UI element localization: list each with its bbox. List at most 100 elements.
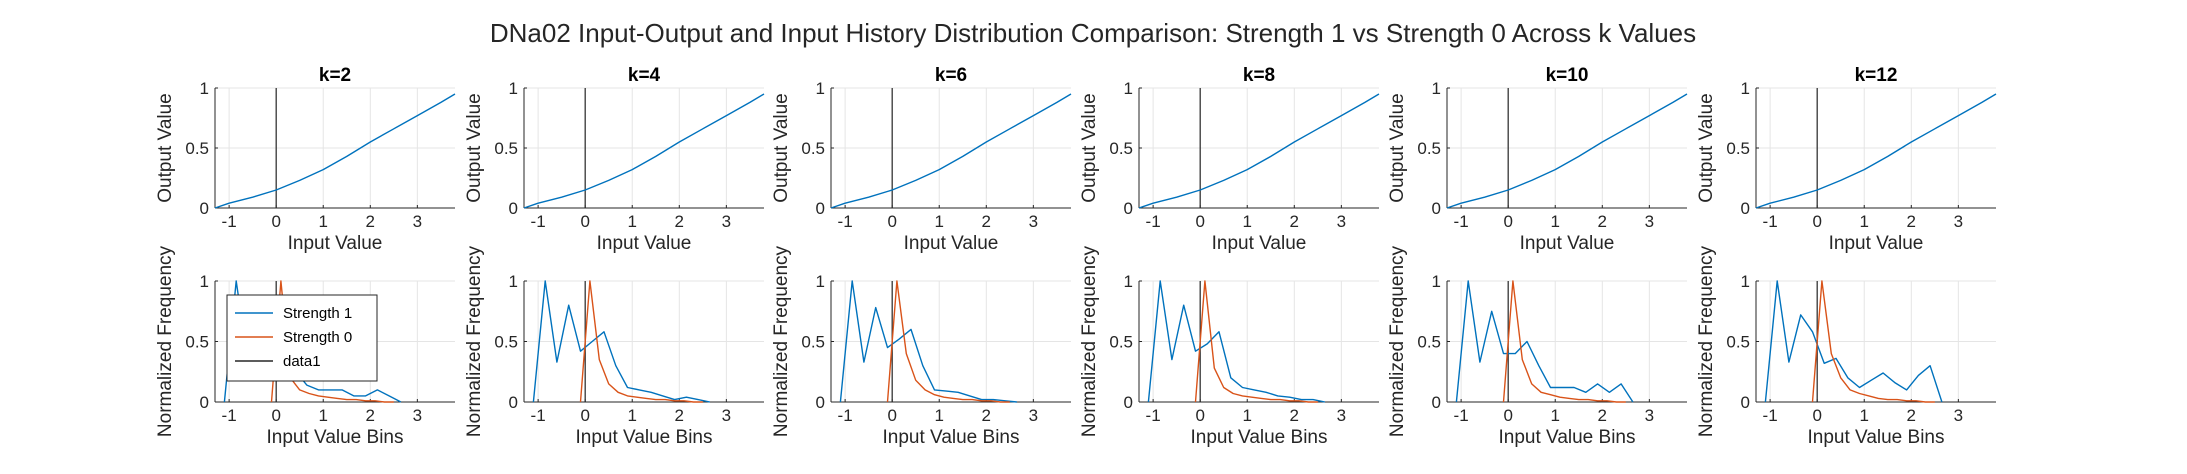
y-tick-label: 0	[816, 199, 825, 218]
x-tick-label: 0	[1812, 212, 1821, 231]
x-tick-label: 3	[1337, 406, 1346, 425]
series-line-strength-1	[1764, 280, 1943, 403]
panel-title: k=4	[628, 65, 661, 86]
x-tick-label: 3	[1954, 212, 1963, 231]
y-tick-label: 0.5	[1726, 333, 1750, 352]
x-tick-label: 1	[1243, 406, 1252, 425]
y-tick-label: 1	[1432, 79, 1441, 98]
x-tick-label: 1	[1551, 406, 1560, 425]
series-line-strength-1	[839, 280, 1017, 403]
x-axis-label: Input Value	[904, 233, 999, 254]
x-tick-label: 0	[580, 212, 589, 231]
x-tick-label: 0	[1503, 406, 1512, 425]
y-tick-label: 1	[816, 79, 825, 98]
panel-title: k=2	[319, 65, 351, 86]
x-axis-label: Input Value	[1829, 233, 1924, 254]
panel-distribution-k6: -1 0 1 2 3 0 0.5 1 Input Value Bins Normalized Fr…	[771, 245, 1071, 448]
y-axis-label: Output Value	[155, 93, 176, 203]
x-tick-label: 2	[366, 406, 375, 425]
x-tick-label: 3	[413, 212, 422, 231]
x-axis-label: Input Value Bins	[267, 427, 404, 448]
x-tick-label: 2	[1290, 212, 1299, 231]
y-tick-label: 0.5	[1109, 333, 1133, 352]
series-line-strength-0	[1194, 280, 1318, 403]
panel-distribution-k2: -1 0 1 2 3 0 0.5 1 Input Value Bins Normalized Fr…	[155, 245, 455, 448]
y-tick-label: 0	[816, 393, 825, 412]
panel-input-output-k4: -1 0 1 2 3 0 0.5 1 Input Value Output Value k=4	[464, 65, 765, 254]
x-tick-label: 2	[982, 406, 991, 425]
x-tick-label: -1	[838, 406, 853, 425]
x-tick-label: 3	[1954, 406, 1963, 425]
x-tick-label: 3	[1645, 406, 1654, 425]
x-tick-label: 1	[1860, 406, 1869, 425]
x-axis-label: Input Value Bins	[883, 427, 1020, 448]
series-line-strength-0	[1502, 280, 1626, 403]
legend-entry: data1	[283, 353, 321, 370]
x-tick-label: -1	[1454, 406, 1469, 425]
y-axis-label: Normalized Frequency	[464, 245, 485, 437]
y-axis-label: Normalized Frequency	[1387, 245, 1408, 437]
y-axis-label: Output Value	[771, 93, 792, 203]
x-tick-label: -1	[1454, 212, 1469, 231]
x-tick-label: 0	[1812, 406, 1821, 425]
x-tick-label: 2	[982, 212, 991, 231]
series-line-strength-1	[1455, 280, 1634, 403]
x-tick-label: 3	[1029, 212, 1038, 231]
x-tick-label: 1	[1551, 212, 1560, 231]
y-tick-label: 0.5	[801, 333, 825, 352]
x-tick-label: 2	[1598, 212, 1607, 231]
legend-entry: Strength 1	[283, 305, 352, 322]
series-line-strength-1	[1147, 280, 1326, 403]
y-tick-label: 0	[1741, 199, 1750, 218]
x-tick-label: 2	[675, 406, 684, 425]
x-tick-label: 1	[1243, 212, 1252, 231]
y-axis-label: Normalized Frequency	[1696, 245, 1717, 437]
x-tick-label: 2	[1290, 406, 1299, 425]
x-tick-label: 1	[628, 406, 637, 425]
y-tick-label: 0	[1124, 199, 1133, 218]
x-tick-label: 1	[1860, 212, 1869, 231]
x-tick-label: 0	[271, 212, 280, 231]
x-axis-label: Input Value	[288, 233, 383, 254]
y-axis-label: Output Value	[1079, 93, 1100, 203]
x-tick-label: -1	[1763, 212, 1778, 231]
y-axis-label: Output Value	[464, 93, 485, 203]
panel-input-output-k10: -1 0 1 2 3 0 0.5 1 Input Value Output Value k=10	[1387, 65, 1688, 254]
x-tick-label: -1	[531, 406, 546, 425]
y-tick-label: 1	[1124, 79, 1133, 98]
y-tick-label: 0	[1124, 393, 1133, 412]
y-tick-label: 0	[509, 199, 518, 218]
y-axis-label: Output Value	[1696, 93, 1717, 203]
x-tick-label: -1	[222, 212, 237, 231]
panel-distribution-k12: -1 0 1 2 3 0 0.5 1 Input Value Bins Normalized Fr…	[1696, 245, 1996, 448]
x-axis-label: Input Value	[597, 233, 692, 254]
series-line-strength-0	[886, 280, 1010, 403]
x-tick-label: 0	[1195, 212, 1204, 231]
x-tick-label: -1	[1763, 406, 1778, 425]
x-tick-label: 2	[1598, 406, 1607, 425]
y-tick-label: 1	[816, 272, 825, 291]
figure-title: DNa02 Input-Output and Input History Dis…	[490, 18, 1696, 48]
x-tick-label: 0	[887, 212, 896, 231]
x-axis-label: Input Value	[1520, 233, 1615, 254]
input-output-curve	[1446, 93, 1688, 209]
y-tick-label: 0	[509, 393, 518, 412]
panel-input-output-k6: -1 0 1 2 3 0 0.5 1 Input Value Output Value k=6	[771, 65, 1072, 254]
y-axis-label: Normalized Frequency	[771, 245, 792, 437]
panel-distribution-k10: -1 0 1 2 3 0 0.5 1 Input Value Bins Normalized Fr…	[1387, 245, 1687, 448]
y-tick-label: 0.5	[494, 333, 518, 352]
series-line-strength-0	[1811, 280, 1935, 403]
panel-title: k=10	[1546, 65, 1589, 86]
y-tick-label: 0.5	[1417, 333, 1441, 352]
x-axis-label: Input Value Bins	[1808, 427, 1945, 448]
y-tick-label: 1	[1432, 272, 1441, 291]
panel-input-output-k8: -1 0 1 2 3 0 0.5 1 Input Value Output Value k=8	[1079, 65, 1380, 254]
y-tick-label: 0.5	[1109, 139, 1133, 158]
x-axis-label: Input Value	[1212, 233, 1307, 254]
input-output-curve	[1138, 93, 1380, 209]
y-tick-label: 0	[1741, 393, 1750, 412]
input-output-curve	[830, 93, 1072, 209]
panel-title: k=8	[1243, 65, 1275, 86]
